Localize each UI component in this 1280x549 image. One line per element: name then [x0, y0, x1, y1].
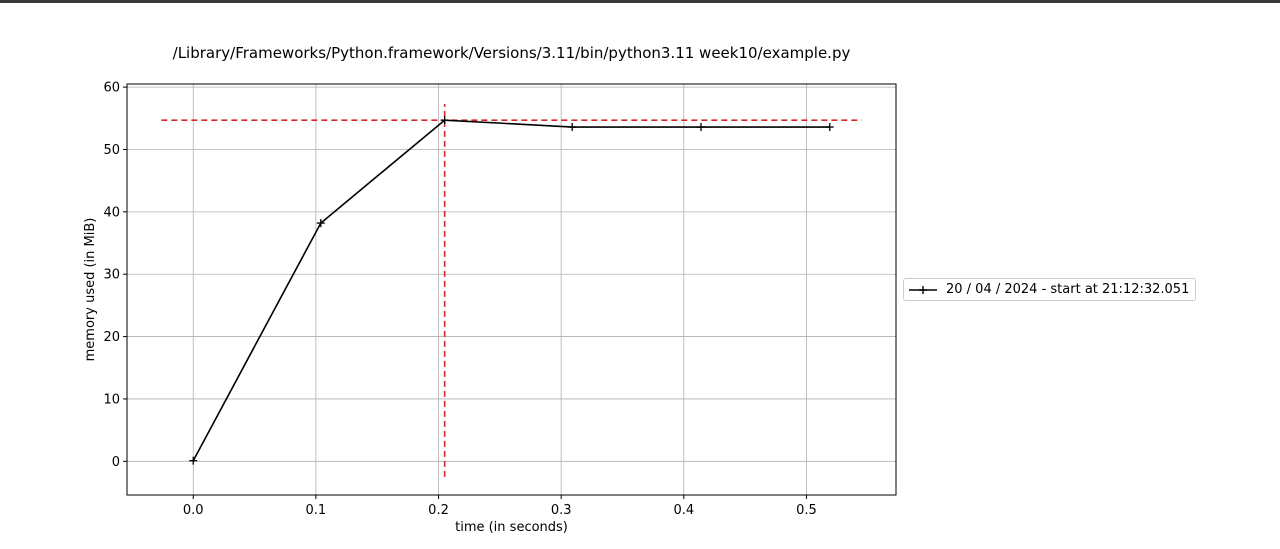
legend: 20 / 04 / 2024 - start at 21:12:32.051: [903, 278, 1197, 301]
legend-entry-label: 20 / 04 / 2024 - start at 21:12:32.051: [946, 282, 1190, 297]
reference-lines: [161, 103, 862, 477]
y-tick-label: 30: [103, 268, 120, 283]
x-tick-label: 0.2: [428, 503, 449, 518]
x-tick-label: 0.0: [183, 503, 204, 518]
data-point-marker: [189, 456, 198, 465]
x-tick-label: 0.3: [551, 503, 572, 518]
y-tick-label: 50: [103, 143, 120, 158]
axis-ticks: 0.0 0.1 0.2 0.3 0.4 0.5 0 10 20 30 40 50 60: [103, 81, 816, 518]
axes-frame: [126, 83, 897, 496]
window-top-border: [0, 0, 1280, 3]
data-point-marker: [440, 116, 449, 125]
data-point-marker: [316, 219, 325, 228]
y-tick-label: 60: [103, 81, 120, 96]
data-point-marker: [568, 123, 577, 132]
series-layer: [189, 116, 834, 465]
y-tick-label: 40: [103, 205, 120, 220]
x-axis-label: time (in seconds): [455, 520, 568, 535]
y-tick-label: 20: [103, 330, 120, 345]
y-tick-label: 0: [112, 455, 120, 470]
chart-title: /Library/Frameworks/Python.framework/Ver…: [172, 44, 851, 62]
data-point-marker: [696, 123, 705, 132]
x-tick-label: 0.1: [306, 503, 327, 518]
legend-swatch-line-icon: [909, 285, 937, 294]
data-point-marker: [825, 123, 834, 132]
y-axis-label: memory used (in MiB): [83, 218, 98, 362]
y-tick-label: 10: [103, 392, 120, 407]
x-tick-label: 0.5: [796, 503, 817, 518]
series-line: [192, 119, 830, 462]
grid-lines: [127, 84, 896, 495]
x-tick-label: 0.4: [673, 503, 694, 518]
